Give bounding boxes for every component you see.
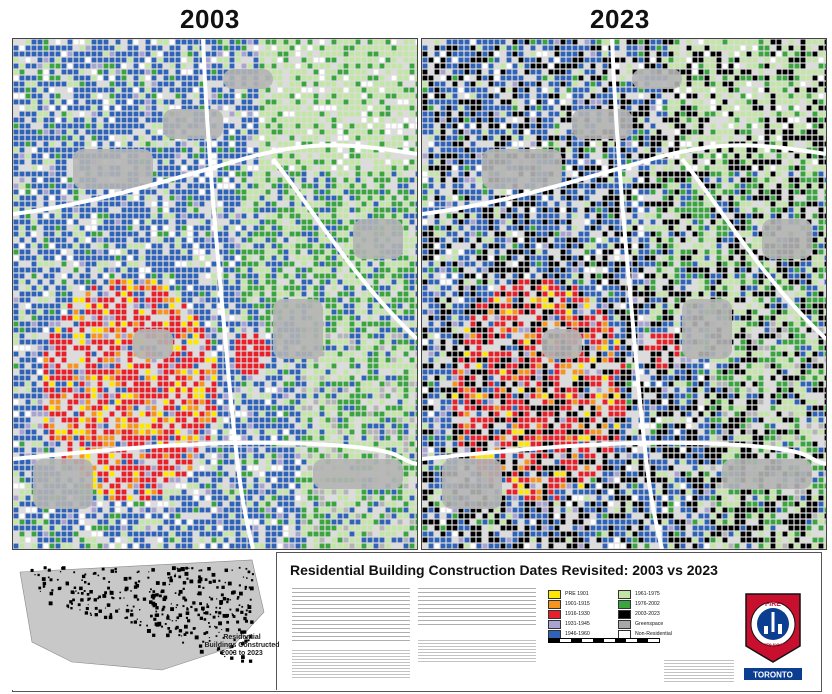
map-2003 [13,39,417,549]
inset-caption-line3: 2003 to 2023 [221,650,263,657]
legend-label: 1916-1930 [565,611,590,617]
inset-caption: Residential Buildings Constructed 2003 t… [204,634,280,658]
body-text-block-4 [418,640,536,662]
body-text-block-1 [292,588,410,644]
legend-item: 1931-1945 [548,619,590,629]
toronto-fire-services-logo: FIRE SERVICES TORONTO [740,588,806,684]
year-label-2023: 2023 [590,4,650,34]
logo-city: TORONTO [753,671,793,680]
year-label-2003: 2003 [180,4,240,34]
inset-map-graphic [19,559,265,671]
legend-item: 2003-2023 [618,609,660,619]
body-text-block-3 [292,650,410,678]
legend-label: PRE 1901 [565,591,589,597]
legend-swatch [548,589,561,599]
legend-label: 2003-2023 [635,611,660,617]
legend-label: 1931-1945 [565,621,590,627]
legend-label: 1946-1960 [565,631,590,637]
legend-swatch [618,609,631,619]
legend-label: Greenspace [635,621,664,627]
legend-swatch [618,599,631,609]
legend-item: Non-Residential [618,629,672,639]
map-panel-2023[interactable] [421,38,827,550]
inset-caption-line2: Buildings Constructed [204,642,280,649]
logo-text-top: FIRE [765,601,781,608]
legend-item: Greenspace [618,619,664,629]
legend-swatch [548,599,561,609]
notes-text-block [664,660,734,682]
legend-label: Non-Residential [635,631,672,637]
inset-caption-line1: Residential [223,634,261,641]
legend-swatch [548,619,561,629]
legend-swatch [618,589,631,599]
body-text-block-2 [418,588,536,628]
map-title: Residential Building Construction Dates … [290,562,718,578]
legend-item: 1946-1960 [548,629,590,639]
legend-label: 1976-2002 [635,601,660,607]
legend-item: 1901-1915 [548,599,590,609]
legend-label: 1961-1975 [635,591,660,597]
scale-bar [548,638,660,643]
legend-swatch [548,609,561,619]
legend-label: 1901-1915 [565,601,590,607]
legend-item: 1916-1930 [548,609,590,619]
inset-map [12,552,277,690]
logo-text-bottom: SERVICES [758,644,788,650]
legend-item: 1961-1975 [618,589,660,599]
legend-swatch [618,619,631,629]
legend-item: 1976-2002 [618,599,660,609]
legend-item: PRE 1901 [548,589,589,599]
map-panel-2003[interactable] [12,38,418,550]
map-2023 [422,39,826,549]
